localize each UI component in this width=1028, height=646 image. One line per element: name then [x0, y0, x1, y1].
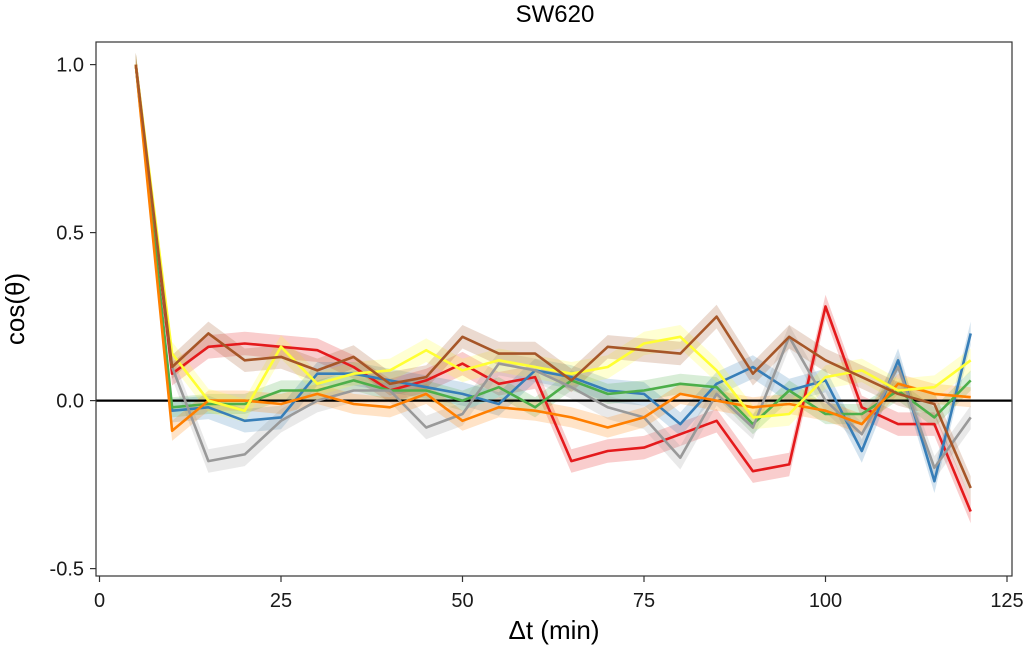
series-5-band — [135, 54, 971, 441]
y-tick-label: 0.5 — [56, 223, 84, 245]
chart-title: SW620 — [515, 1, 595, 28]
x-tick-label: 0 — [94, 590, 105, 612]
x-tick-label: 125 — [990, 590, 1023, 612]
x-tick-label: 25 — [270, 590, 292, 612]
series-4-line — [134, 64, 972, 470]
series-6-band — [135, 52, 971, 430]
series-1-line — [134, 64, 972, 512]
x-axis: 0 25 50 75 100 125 — [94, 576, 1024, 612]
y-tick-label: 1.0 — [56, 55, 84, 77]
series-2-line — [134, 64, 972, 483]
y-axis: -0.5 0.0 0.5 1.0 — [50, 55, 96, 581]
series-lines — [134, 64, 972, 512]
series-1-band — [135, 52, 971, 524]
y-tick-label: -0.5 — [50, 559, 84, 581]
y-tick-label: 0.0 — [56, 391, 84, 413]
x-tick-label: 50 — [451, 590, 473, 612]
plot-panel-border — [95, 41, 1013, 577]
confidence-bands — [135, 52, 971, 524]
y-axis-title: cos(θ) — [0, 273, 30, 345]
series-5-line — [134, 64, 971, 433]
series-7-line — [134, 64, 972, 489]
x-tick-label: 100 — [809, 590, 842, 612]
x-tick-label: 75 — [633, 590, 655, 612]
x-axis-title: Δt (min) — [508, 615, 599, 645]
